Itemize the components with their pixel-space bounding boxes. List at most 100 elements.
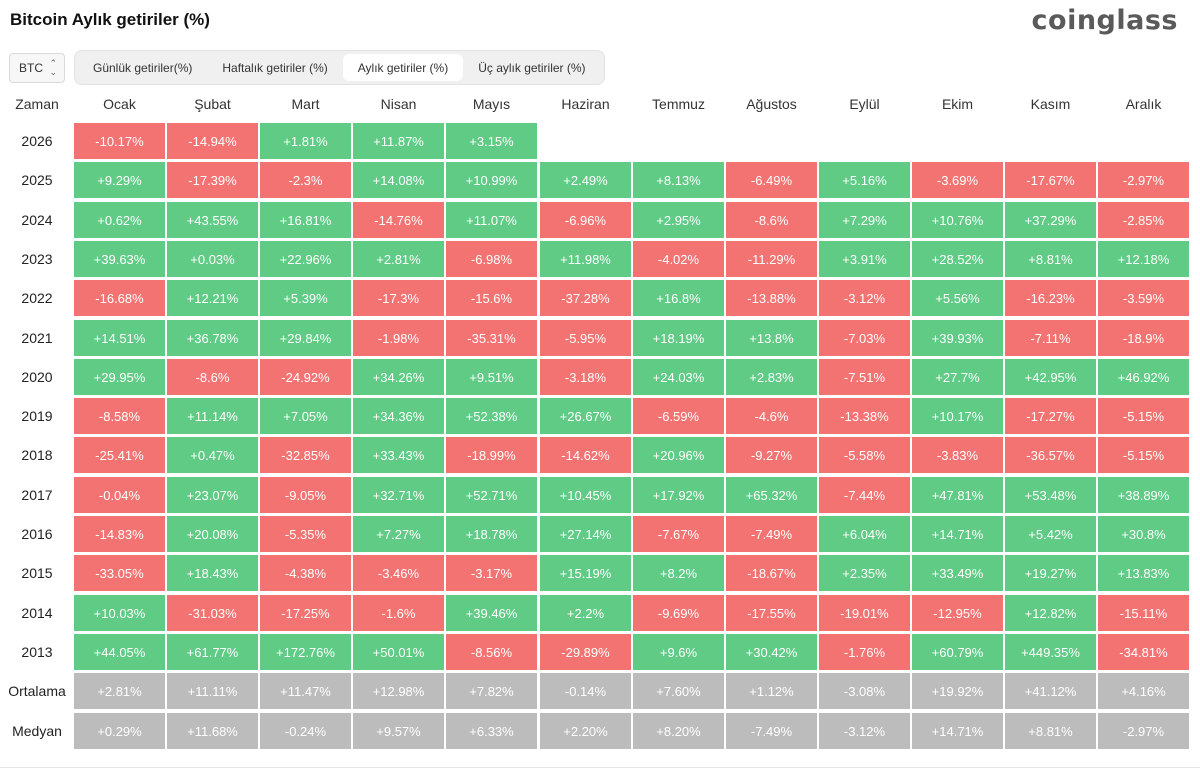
summary-cell: +6.33%	[446, 713, 537, 749]
return-cell: +3.91%	[819, 241, 910, 277]
return-cell: -3.18%	[540, 359, 631, 395]
summary-cell: +0.29%	[74, 713, 165, 749]
row-label-summary: Ortalama	[8, 682, 66, 699]
return-cell: +28.52%	[912, 241, 1003, 277]
column-header-month[interactable]: Haziran	[561, 96, 610, 112]
asset-selector-value: BTC	[19, 61, 43, 75]
return-cell: +11.98%	[540, 241, 631, 277]
return-cell: -9.27%	[726, 437, 817, 473]
return-cell: +5.39%	[260, 280, 351, 316]
return-cell: +0.47%	[167, 437, 258, 473]
column-header-month[interactable]: Eylül	[849, 96, 880, 112]
return-cell: -1.98%	[353, 320, 444, 356]
return-cell: +30.42%	[726, 634, 817, 670]
return-cell: -12.95%	[912, 595, 1003, 631]
return-cell: +11.87%	[353, 123, 444, 159]
summary-cell: +11.11%	[167, 673, 258, 709]
return-cell: +7.27%	[353, 516, 444, 552]
return-cell: -14.83%	[74, 516, 165, 552]
return-cell: +5.16%	[819, 162, 910, 198]
column-header-month[interactable]: Ekim	[941, 96, 974, 112]
return-cell: +46.92%	[1098, 359, 1189, 395]
return-cell: +1.81%	[260, 123, 351, 159]
summary-cell: +7.82%	[446, 673, 537, 709]
return-cell: +10.76%	[912, 202, 1003, 238]
return-cell: +26.67%	[540, 398, 631, 434]
return-cell: -7.49%	[726, 516, 817, 552]
return-cell: +33.49%	[912, 555, 1003, 591]
period-tabs: Günlük getiriler(%) Haftalık getiriler (…	[74, 50, 605, 85]
row-label-year: 2021	[21, 329, 53, 346]
asset-selector[interactable]: BTC ⌃ ⌄	[9, 53, 65, 83]
return-cell: +32.71%	[353, 477, 444, 513]
return-cell: +43.55%	[167, 202, 258, 238]
return-cell: +9.51%	[446, 359, 537, 395]
column-header-month[interactable]: Nisan	[380, 96, 417, 112]
return-cell: -9.05%	[260, 477, 351, 513]
return-cell: +52.38%	[446, 398, 537, 434]
return-cell: +30.8%	[1098, 516, 1189, 552]
return-cell: -17.39%	[167, 162, 258, 198]
return-cell: -6.98%	[446, 241, 537, 277]
return-cell: +39.63%	[74, 241, 165, 277]
return-cell: -2.3%	[260, 162, 351, 198]
return-cell: -5.58%	[819, 437, 910, 473]
return-cell: +14.51%	[74, 320, 165, 356]
return-cell: +14.08%	[353, 162, 444, 198]
tab-daily[interactable]: Günlük getiriler(%)	[93, 60, 193, 75]
return-cell: -5.95%	[540, 320, 631, 356]
return-cell: -31.03%	[167, 595, 258, 631]
summary-cell: +11.68%	[167, 713, 258, 749]
return-cell: -7.67%	[633, 516, 724, 552]
return-cell: -33.05%	[74, 555, 165, 591]
return-cell: -5.35%	[260, 516, 351, 552]
return-cell: +12.82%	[1005, 595, 1096, 631]
return-cell: -17.25%	[260, 595, 351, 631]
row-label-year: 2013	[21, 643, 53, 660]
return-cell: -6.96%	[540, 202, 631, 238]
column-header-month[interactable]: Mayıs	[472, 96, 511, 112]
summary-cell: +8.81%	[1005, 713, 1096, 749]
return-cell: -11.29%	[726, 241, 817, 277]
return-cell: -14.62%	[540, 437, 631, 473]
return-cell: +44.05%	[74, 634, 165, 670]
return-cell: +39.46%	[446, 595, 537, 631]
tab-monthly[interactable]: Aylık getiriler (%)	[342, 54, 464, 81]
column-header-month[interactable]: Mart	[291, 96, 320, 112]
summary-cell: +14.71%	[912, 713, 1003, 749]
tab-weekly[interactable]: Haftalık getiriler (%)	[222, 60, 328, 75]
return-cell: -17.67%	[1005, 162, 1096, 198]
column-header-month[interactable]: Ocak	[103, 96, 136, 112]
coinglass-logo[interactable]: coinglass	[1031, 5, 1178, 36]
return-cell: +37.29%	[1005, 202, 1096, 238]
return-cell: +449.35%	[1005, 634, 1096, 670]
summary-cell: +11.47%	[260, 673, 351, 709]
return-cell: +27.14%	[540, 516, 631, 552]
column-header-month[interactable]: Kasım	[1030, 96, 1071, 112]
return-cell: -19.01%	[819, 595, 910, 631]
row-label-summary: Medyan	[12, 722, 62, 739]
column-header-month[interactable]: Temmuz	[652, 96, 705, 112]
return-cell: +20.96%	[633, 437, 724, 473]
return-cell: -3.17%	[446, 555, 537, 591]
summary-cell: +7.60%	[633, 673, 724, 709]
return-cell: -8.6%	[726, 202, 817, 238]
column-header-month[interactable]: Şubat	[194, 96, 231, 112]
return-cell: +17.92%	[633, 477, 724, 513]
return-cell: -29.89%	[540, 634, 631, 670]
return-cell: -17.27%	[1005, 398, 1096, 434]
return-cell: -4.38%	[260, 555, 351, 591]
return-cell: +19.27%	[1005, 555, 1096, 591]
return-cell: -17.55%	[726, 595, 817, 631]
return-cell: -4.02%	[633, 241, 724, 277]
return-cell: +9.29%	[74, 162, 165, 198]
column-header-month[interactable]: Ağustos	[746, 96, 797, 112]
return-cell: -3.12%	[819, 280, 910, 316]
row-label-year: 2020	[21, 368, 53, 385]
return-cell: +61.77%	[167, 634, 258, 670]
return-cell: -16.68%	[74, 280, 165, 316]
return-cell: -34.81%	[1098, 634, 1189, 670]
column-header-month[interactable]: Aralık	[1125, 96, 1162, 112]
tab-quarterly[interactable]: Üç aylık getiriler (%)	[478, 60, 586, 75]
return-cell: -13.88%	[726, 280, 817, 316]
